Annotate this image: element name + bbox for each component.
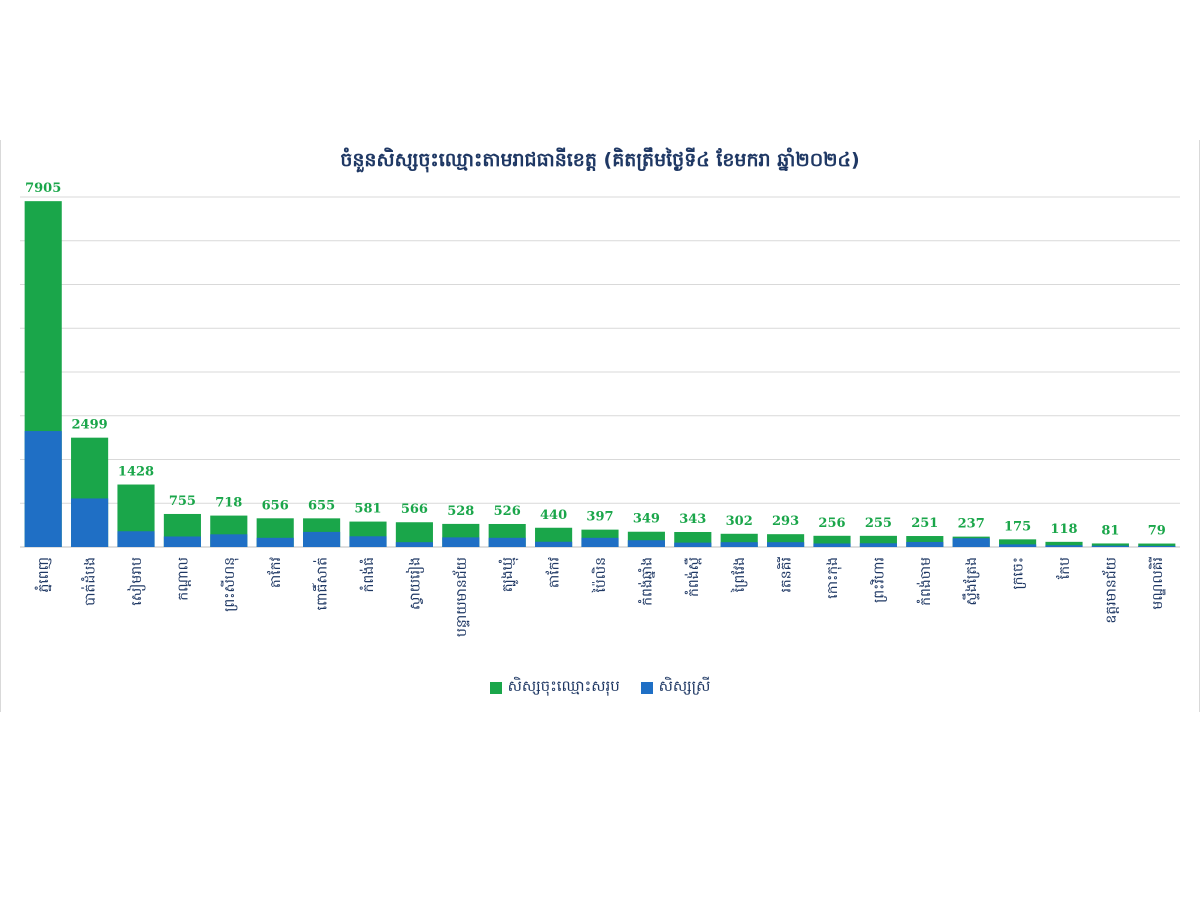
bar-female (999, 544, 1037, 547)
data-label: 718 (215, 496, 242, 511)
data-label: 293 (772, 514, 799, 529)
data-label: 1428 (118, 465, 154, 480)
x-tick-label: កំពង់ចាម (916, 557, 934, 606)
bar-female (256, 537, 294, 547)
bar-female (859, 543, 897, 547)
bar-total (999, 539, 1037, 547)
bar-female (163, 536, 201, 547)
bar-female (442, 537, 480, 547)
data-label: 256 (818, 516, 845, 531)
data-label: 255 (865, 516, 892, 531)
data-label: 343 (679, 512, 706, 527)
x-tick-label: សៀមរាប (127, 557, 146, 606)
legend-item-total: សិស្សចុះឈ្មោះសរុប (489, 677, 620, 699)
bar-female (1138, 545, 1176, 547)
x-tick-label: បាត់ដំបង (81, 557, 99, 606)
x-tick-label: ស្វាយរៀង (405, 557, 424, 610)
x-tick-label: កណ្ដាល (175, 557, 191, 601)
x-tick-label: ព្រះវិហារ (869, 557, 887, 603)
x-tick-label: កំពង់ស្ពឺ (684, 557, 702, 597)
data-label: 81 (1101, 523, 1119, 538)
legend-swatch-total (489, 682, 502, 694)
bar-female (117, 531, 155, 547)
chart-title: ចំនួនសិស្សចុះឈ្មោះតាមរាជធានីខេត្ត (គិតត្… (340, 149, 860, 171)
data-label: 655 (308, 498, 335, 513)
data-label: 755 (169, 494, 196, 509)
data-label: 302 (726, 514, 753, 529)
bar-female (24, 431, 62, 547)
data-label: 526 (494, 504, 521, 519)
bar-total (1045, 541, 1083, 547)
x-tick-label: ក្រចេះ (1011, 557, 1027, 590)
x-tick-label: មណ្ឌលគិរី (1148, 557, 1166, 610)
x-tick-label: រតនគិរី (777, 557, 795, 593)
legend-swatch-female (640, 682, 653, 694)
legend-label-total: សិស្សចុះឈ្មោះសរុប (507, 677, 620, 695)
x-tick-label: បន្ទាយមានជ័យ (452, 557, 470, 637)
data-label: 118 (1050, 522, 1077, 537)
data-label: 349 (633, 512, 660, 527)
bar-female (627, 540, 665, 547)
data-label: 7905 (25, 181, 61, 196)
data-label: 175 (1004, 519, 1031, 534)
data-label: 2499 (72, 418, 108, 433)
bar-female (952, 538, 990, 547)
bar-female (767, 542, 805, 547)
data-label: 656 (262, 498, 289, 513)
x-tick-label: ស្ទឹងត្រែង (962, 557, 980, 606)
data-label: 237 (958, 517, 985, 532)
bar-female (535, 541, 573, 547)
x-tick-label: ព្រះសីហនុ (220, 557, 239, 612)
bar-female (395, 542, 433, 547)
x-tick-label: តាកែវ (546, 556, 563, 588)
bar-female (303, 531, 341, 547)
data-label: 251 (911, 516, 938, 531)
x-tick-label: កោះកុង (825, 557, 842, 599)
bar-total (906, 536, 944, 547)
x-tick-label: កំពង់ឆ្នាំង (637, 557, 655, 606)
x-tick-label: តាកែវ (267, 556, 284, 588)
x-tick-label: កំពង់ធំ (359, 557, 377, 593)
x-tick-label: ភ្នំពេញ (34, 557, 52, 593)
x-tick-label: ឧត្តរមានជ័យ (1101, 557, 1119, 624)
legend-label-female: សិស្សស្រី (658, 677, 711, 695)
bar-female (581, 537, 619, 547)
x-tick-label: ពោធិ៍សាត់ (312, 557, 331, 610)
x-tick-label: កែប (1056, 557, 1073, 579)
bar-total (1091, 543, 1129, 547)
x-tick-label: ប៉ៃលិន (591, 557, 609, 594)
data-label: 566 (401, 502, 428, 517)
bar-female (674, 542, 712, 547)
bar-female (1091, 545, 1129, 547)
bar-total (1138, 543, 1176, 547)
data-label: 397 (586, 510, 613, 525)
bar-female (210, 534, 248, 547)
x-tick-label: ព្រៃវែង (730, 557, 748, 593)
data-label: 440 (540, 508, 567, 523)
bar-total (813, 535, 851, 547)
bar-female (1045, 545, 1083, 547)
data-label: 581 (354, 502, 381, 517)
legend-item-female: សិស្សស្រី (640, 677, 711, 699)
bar-female (906, 541, 944, 547)
bar-female (813, 543, 851, 547)
x-tick-label: ត្បូងឃ្មុំ (498, 557, 519, 592)
bar-female (720, 542, 758, 547)
legend: សិស្សចុះឈ្មោះសរុប សិស្សស្រី (0, 677, 1200, 699)
bar-total (859, 535, 897, 547)
data-label: 79 (1148, 524, 1166, 539)
bar-female (71, 498, 109, 547)
bar-female (349, 536, 387, 547)
bar-female (488, 537, 526, 547)
data-label: 528 (447, 504, 474, 519)
